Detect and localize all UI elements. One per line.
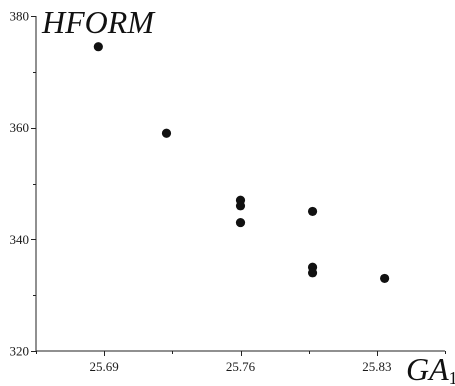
data-points — [93, 42, 390, 284]
x-axis-title-subscript: 1 — [449, 368, 455, 386]
axes — [35, 16, 445, 352]
x-axis-title: GA1 — [406, 351, 455, 386]
x-tick-label: 25.76 — [226, 359, 256, 374]
data-point — [380, 273, 390, 284]
y-tick-label: 380 — [10, 9, 30, 24]
data-point — [307, 268, 318, 278]
ticks — [31, 16, 446, 356]
data-point — [235, 201, 246, 211]
data-point — [93, 42, 103, 52]
data-point — [161, 128, 172, 138]
y-tick-label: 320 — [10, 344, 30, 359]
tick-labels: 320 340 360 380 25.69 25.76 25.83 — [10, 9, 392, 375]
y-tick-label: 360 — [10, 120, 30, 135]
data-point — [235, 217, 246, 228]
x-tick-label: 25.83 — [362, 359, 391, 374]
data-point — [307, 206, 318, 217]
y-axis-title: HFORM — [41, 4, 156, 40]
y-tick-label: 340 — [10, 232, 30, 247]
x-tick-label: 25.69 — [90, 359, 119, 374]
x-axis-title-main: GA — [406, 351, 449, 386]
